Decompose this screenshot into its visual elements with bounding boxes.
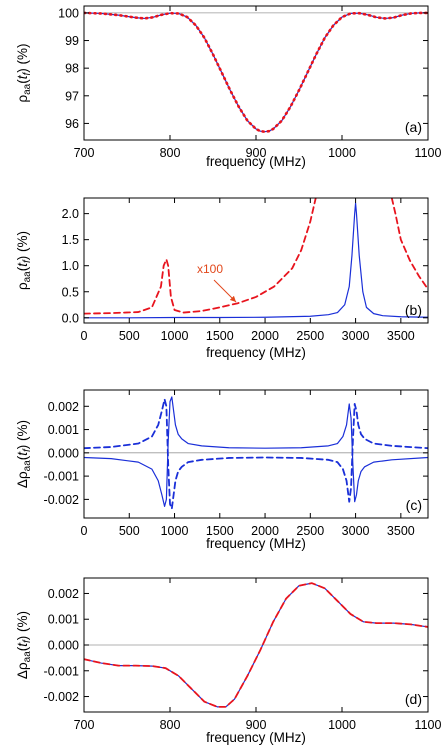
y-tick-label: 0.001	[48, 423, 79, 437]
y-axis-label: Δρaa(tf) (%)	[15, 611, 33, 679]
panel-label: (a)	[405, 119, 422, 135]
x-tick-label: 1500	[206, 329, 234, 343]
series-line-dashed-red	[84, 198, 428, 315]
plot-frame	[83, 5, 429, 141]
x-tick-label: 2000	[251, 524, 279, 538]
y-tick-label: -0.002	[44, 493, 79, 507]
x-tick-label: 1000	[328, 718, 356, 732]
x-tick-label: 1100	[415, 146, 442, 160]
x-tick-label: 1000	[328, 146, 356, 160]
y-tick-label: 0.000	[48, 446, 79, 460]
y-tick-label: -0.001	[44, 470, 79, 484]
x-axis-label: frequency (MHz)	[206, 730, 306, 745]
y-axis-label: Δρaa(tf) (%)	[15, 420, 33, 488]
y-tick-label: 0.000	[48, 639, 79, 653]
y-tick-label: 97	[65, 89, 79, 103]
y-tick-label: 99	[65, 34, 79, 48]
x-tick-label: 0	[81, 524, 88, 538]
panel-d: 700 800 900 1000 1100 -0.002 -0.001 0.000 0.001 0…	[15, 577, 442, 745]
y-tick-label: 1.5	[62, 233, 79, 247]
y-tick-label: 96	[65, 117, 79, 131]
panel-label: (d)	[405, 691, 422, 707]
x-tick-label: 2000	[251, 329, 279, 343]
x-tick-label: 1100	[415, 718, 442, 732]
panel-label: (b)	[405, 302, 422, 318]
x-tick-label: 800	[160, 718, 181, 732]
series-line-solid-blue	[84, 202, 428, 319]
y-tick-label: 0.002	[48, 587, 79, 601]
x-tick-label: 3000	[342, 524, 370, 538]
x-tick-label: 0	[81, 329, 88, 343]
y-tick-label: 0.001	[48, 613, 79, 627]
x-tick-label: 700	[74, 718, 95, 732]
series-line-dashed-blue	[84, 398, 428, 510]
x-tick-label: 700	[74, 146, 95, 160]
x-tick-label: 3500	[387, 329, 415, 343]
x-tick-label: 500	[119, 329, 140, 343]
y-tick-label: 98	[65, 62, 79, 76]
x-axis-label: frequency (MHz)	[206, 536, 306, 551]
y-tick-label: 0.002	[48, 400, 79, 414]
x-tick-label: 1000	[161, 524, 189, 538]
x-tick-label: 1500	[206, 524, 234, 538]
x-axis-label: frequency (MHz)	[206, 345, 306, 360]
panel-label: (c)	[406, 497, 422, 513]
scale-annotation: x100	[197, 262, 223, 276]
x-tick-label: 500	[119, 524, 140, 538]
y-axis-label: ρaa(tf) (%)	[15, 43, 33, 102]
y-tick-label: 1.0	[62, 259, 79, 273]
series-line-solid-blue	[84, 12, 428, 133]
x-tick-label: 1000	[161, 329, 189, 343]
x-tick-label: 900	[246, 146, 267, 160]
panel-b: 0 500 1000 1500 2000 2500 3000 3500 0.0 0.5 1.0 1.5…	[15, 197, 429, 360]
panel-a: 700 800 900 1000 1100 96 97 98 99 100 frequency (M…	[15, 5, 442, 169]
y-tick-label: -0.002	[44, 690, 79, 704]
plot-frame	[83, 197, 429, 324]
x-tick-label: 3500	[387, 524, 415, 538]
plot-frame	[83, 389, 429, 519]
x-axis-label: frequency (MHz)	[206, 154, 306, 169]
y-tick-label: 0.5	[62, 285, 79, 299]
x-tick-label: 800	[160, 146, 181, 160]
x-tick-label: 3000	[342, 329, 370, 343]
panel-c: 0 500 1000 1500 2000 2500 3000 3500 -0.002 -0.001…	[15, 389, 429, 551]
y-tick-label: 100	[58, 6, 79, 20]
y-tick-label: 0.0	[62, 311, 79, 325]
series-line-dotted-red	[84, 11, 428, 134]
x-tick-label: 900	[246, 718, 267, 732]
y-axis-label: ρaa(tf) (%)	[15, 231, 33, 290]
y-tick-label: 2.0	[62, 207, 79, 221]
annotation-arrow	[213, 279, 237, 303]
y-tick-label: -0.001	[44, 664, 79, 678]
series-line-solid-blue	[84, 396, 428, 507]
x-tick-label: 2500	[296, 524, 324, 538]
series-line-dashed-red	[84, 582, 428, 708]
x-tick-label: 2500	[296, 329, 324, 343]
